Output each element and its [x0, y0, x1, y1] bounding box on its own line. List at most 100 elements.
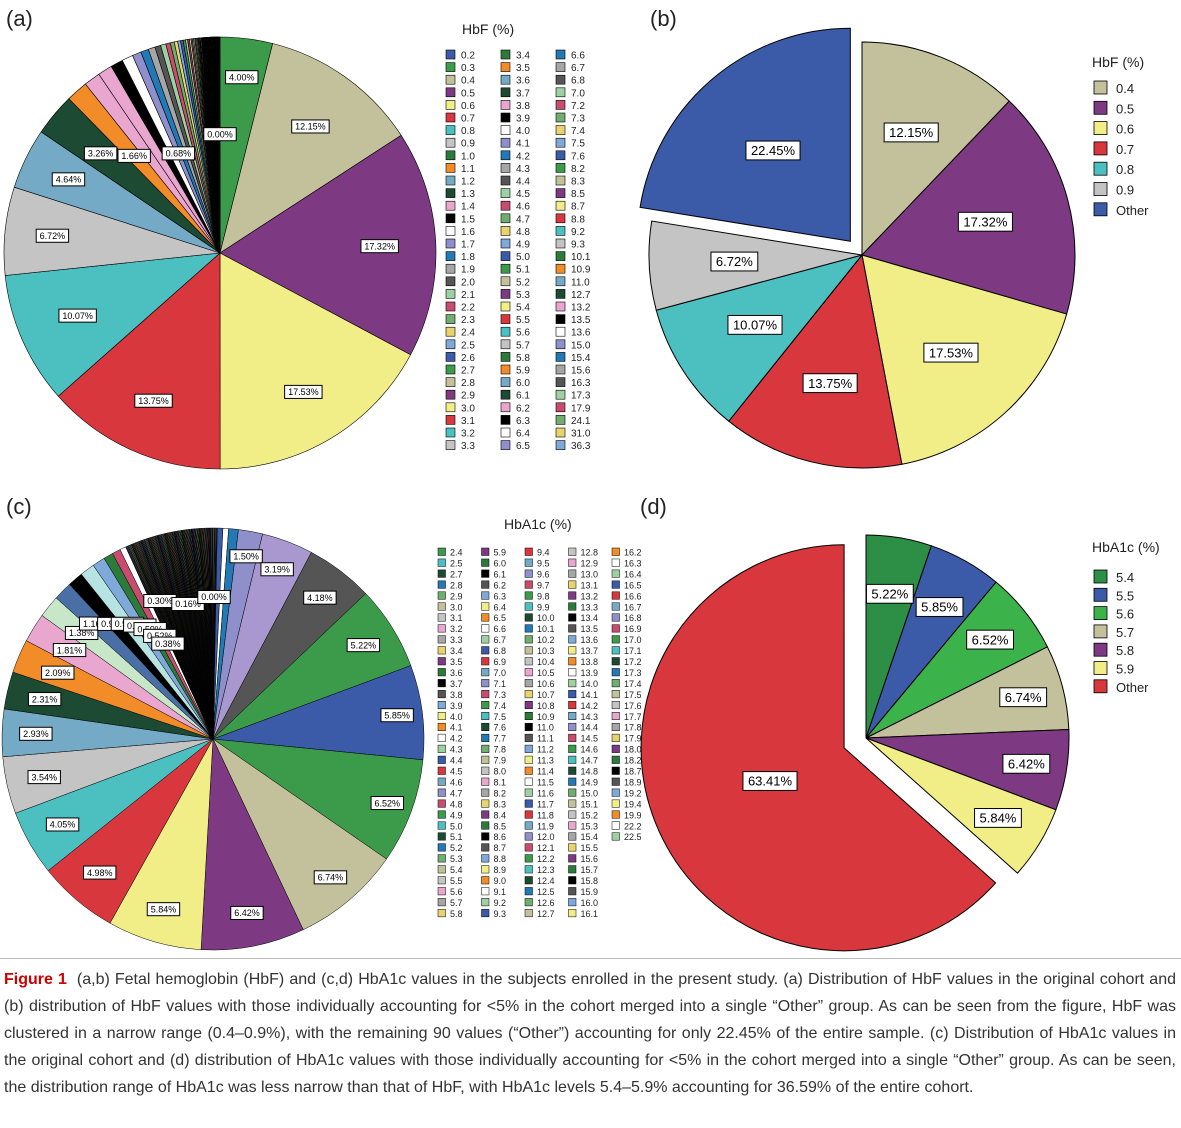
svg-text:5.0: 5.0: [450, 821, 463, 831]
legend-item: 15.6: [568, 854, 598, 864]
legend-item: 12.7: [555, 289, 591, 301]
legend-item: 1.1: [445, 163, 475, 175]
legend-item: 9.1: [481, 887, 507, 897]
legend-item: 8.6: [481, 832, 506, 842]
legend-item: 1.2: [445, 175, 475, 188]
legend-item: 3.6: [500, 74, 530, 87]
legend-item: 0.7: [445, 112, 475, 125]
svg-text:5.7: 5.7: [450, 898, 463, 908]
svg-text:6.42%: 6.42%: [1008, 756, 1045, 771]
svg-text:1.5: 1.5: [461, 214, 475, 225]
legend-item: 7.5: [481, 712, 506, 722]
svg-text:7.3: 7.3: [571, 114, 585, 125]
svg-text:8.5: 8.5: [571, 189, 585, 200]
data-label: 0.30%: [143, 593, 177, 609]
legend-item: 5.9: [481, 548, 506, 558]
legend-item: 11.2: [524, 745, 554, 755]
svg-text:17.5: 17.5: [624, 690, 642, 700]
legend-item: 15.6: [555, 364, 591, 377]
legend-item: 3.6: [437, 668, 463, 678]
svg-text:15.0: 15.0: [571, 340, 591, 351]
legend-item: 12.3: [524, 865, 555, 875]
svg-text:3.6: 3.6: [450, 668, 463, 678]
legend-item: 17.9: [555, 402, 591, 414]
legend-item: 2.4: [437, 548, 463, 558]
svg-text:1.1: 1.1: [461, 164, 475, 175]
data-label: 17.32%: [360, 239, 399, 254]
legend-item: 9.0: [481, 876, 506, 886]
legend-item: 13.6: [568, 635, 598, 645]
legend-item: 4.3: [500, 163, 530, 175]
data-label: 6.72%: [35, 228, 70, 243]
svg-text:13.2: 13.2: [571, 303, 591, 314]
legend-c: HbA1c (%)2.42.52.72.82.93.03.13.23.33.43…: [437, 516, 642, 919]
legend-item: 2.4: [445, 326, 475, 339]
data-label: 4.18%: [303, 590, 337, 605]
legend-item: 7.2: [555, 100, 585, 112]
legend-item: 7.6: [555, 150, 585, 162]
legend-item: 3.2: [437, 624, 463, 634]
svg-text:10.5: 10.5: [537, 668, 555, 678]
svg-text:2.1: 2.1: [461, 290, 475, 301]
svg-text:16.7: 16.7: [624, 602, 642, 612]
legend-item: 14.8: [568, 767, 599, 777]
svg-text:8.3: 8.3: [571, 177, 585, 188]
svg-text:2.5: 2.5: [450, 558, 463, 568]
data-label: 17.53%: [284, 384, 323, 399]
svg-text:5.4: 5.4: [1116, 570, 1134, 585]
legend-item: 19.4: [611, 799, 642, 809]
legend-item: 3.1: [437, 613, 463, 623]
legend-item: 0.3: [445, 62, 475, 74]
legend-item: 5.0: [500, 251, 530, 263]
data-label: 6.74%: [999, 687, 1048, 708]
legend-item: 5.6: [437, 887, 463, 897]
svg-text:16.8: 16.8: [624, 613, 642, 623]
svg-text:3.0: 3.0: [450, 602, 463, 612]
legend-item: 17.2: [611, 657, 642, 667]
svg-text:7.7: 7.7: [494, 734, 507, 744]
legend-item: 10.6: [524, 679, 555, 689]
svg-text:7.0: 7.0: [494, 668, 507, 678]
svg-text:5.1: 5.1: [450, 832, 463, 842]
svg-text:3.6: 3.6: [516, 76, 530, 87]
svg-text:2.8: 2.8: [461, 378, 475, 389]
svg-text:14.8: 14.8: [581, 767, 599, 777]
svg-text:9.2: 9.2: [494, 898, 507, 908]
data-label: 3.54%: [27, 770, 61, 785]
legend-item: 3.7: [437, 679, 463, 689]
svg-text:2.4: 2.4: [461, 328, 475, 339]
svg-text:6.3: 6.3: [516, 416, 530, 427]
svg-text:2.8: 2.8: [450, 580, 463, 590]
data-label: 6.72%: [710, 251, 759, 272]
legend-item: 17.4: [611, 679, 642, 689]
legend-title: HbF (%): [462, 21, 514, 37]
svg-text:9.9: 9.9: [537, 602, 550, 612]
svg-text:8.1: 8.1: [494, 777, 507, 787]
legend-item: 2.5: [437, 558, 463, 568]
svg-text:6.4: 6.4: [494, 602, 507, 612]
svg-text:11.0: 11.0: [537, 723, 554, 733]
svg-text:9.1: 9.1: [494, 887, 507, 897]
data-label: 2.31%: [27, 692, 62, 707]
svg-text:22.2: 22.2: [624, 821, 642, 831]
legend-item: 13.6: [555, 326, 591, 339]
legend-item: 7.7: [481, 734, 507, 744]
legend-item: 0.8: [1093, 161, 1134, 177]
legend-item: 14.1: [568, 690, 598, 700]
data-label: 12.15%: [883, 122, 939, 143]
legend-item: 9.8: [524, 591, 550, 601]
svg-text:13.5: 13.5: [581, 624, 599, 634]
svg-text:5.7: 5.7: [1116, 625, 1134, 640]
legend-item: 17.3: [555, 389, 591, 402]
svg-text:7.6: 7.6: [571, 151, 585, 162]
svg-text:4.4: 4.4: [450, 756, 463, 766]
svg-text:6.42%: 6.42%: [234, 908, 260, 918]
svg-text:1.8: 1.8: [461, 252, 475, 263]
legend-item: 17.1: [611, 646, 642, 656]
svg-text:3.7: 3.7: [516, 88, 530, 99]
legend-item: 14.4: [568, 723, 598, 733]
legend-item: 17.8: [611, 723, 642, 733]
svg-text:0.6: 0.6: [1116, 122, 1134, 137]
legend-item: 17.9: [611, 734, 642, 744]
legend-item: 9.7: [524, 580, 550, 590]
